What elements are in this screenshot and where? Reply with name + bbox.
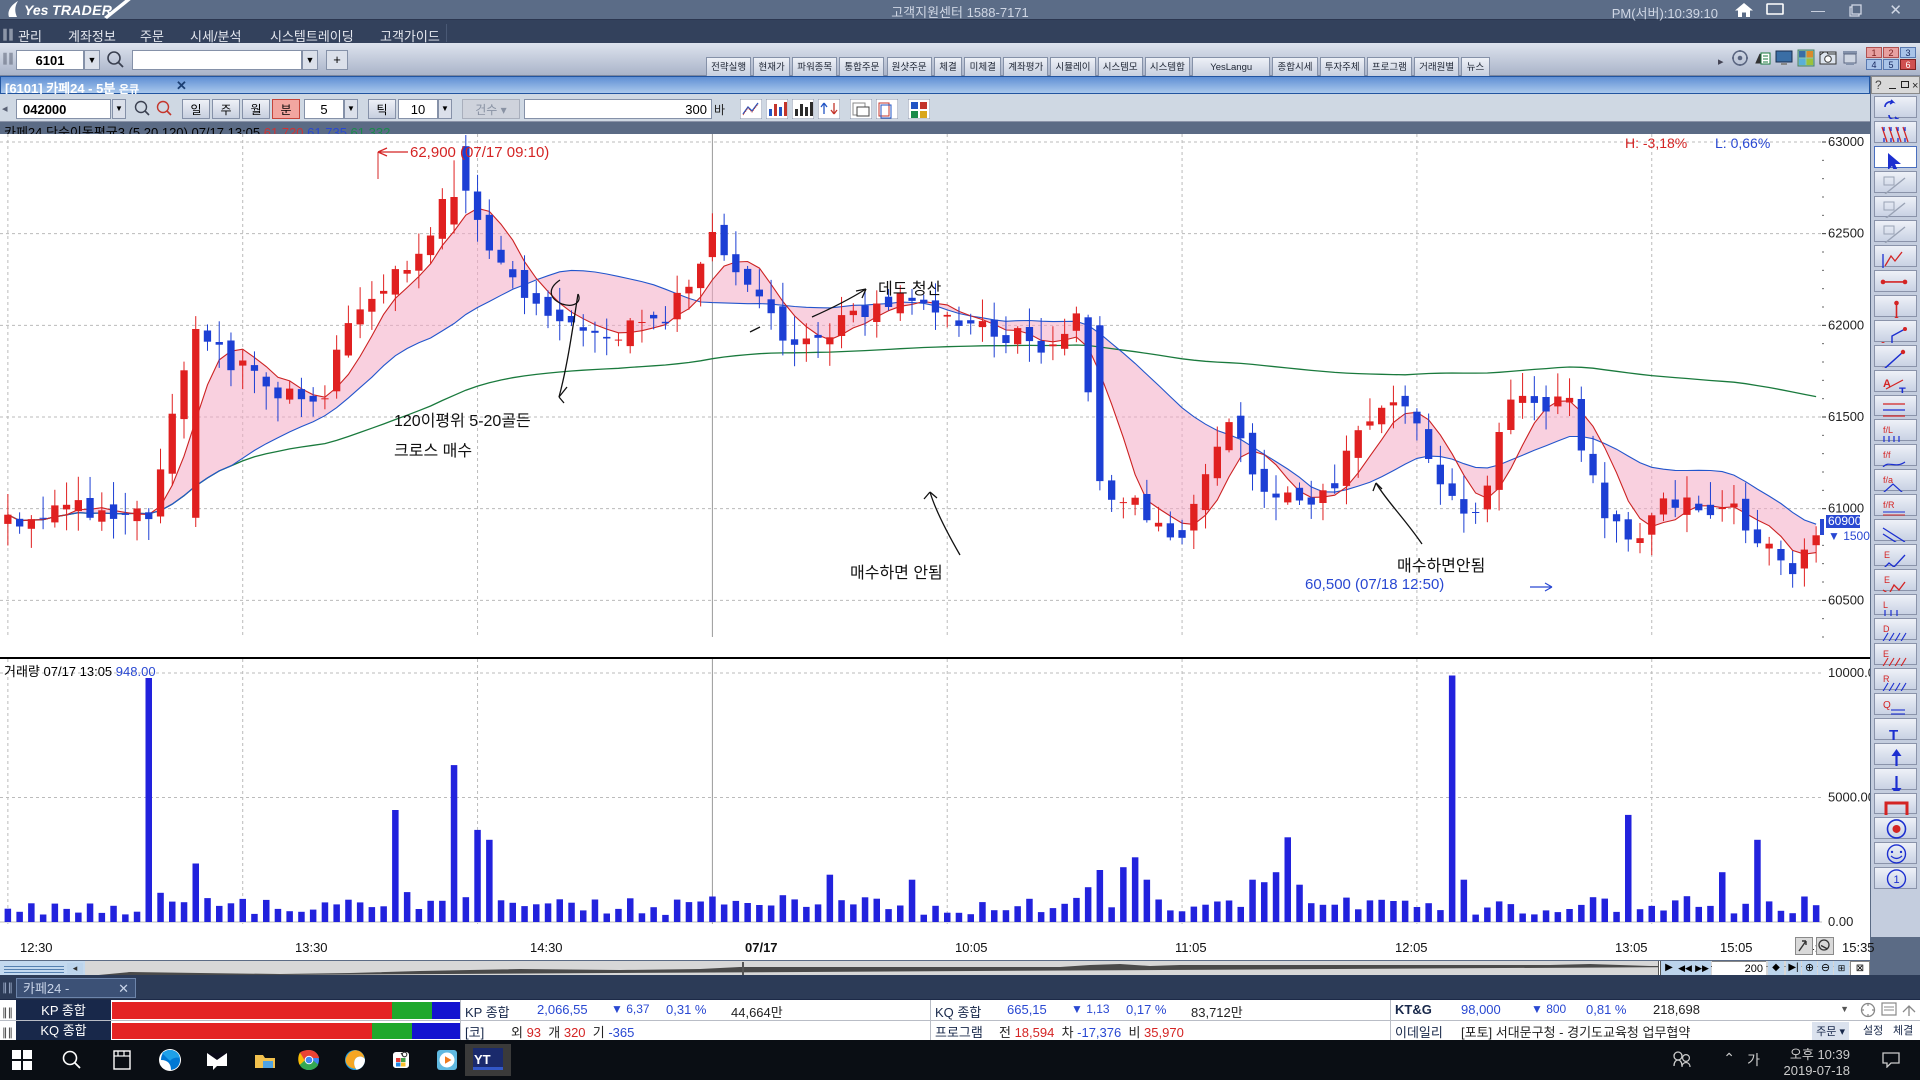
svg-text:f/f: f/f xyxy=(1883,450,1891,460)
svg-text:61500: 61500 xyxy=(1828,409,1864,424)
svg-text:63000: 63000 xyxy=(1828,134,1864,149)
svg-text:E: E xyxy=(1884,550,1890,560)
svg-text:f/a: f/a xyxy=(1883,475,1893,485)
svg-text:60900: 60900 xyxy=(1828,514,1862,528)
svg-text:D: D xyxy=(1883,624,1890,634)
svg-text:10000.00: 10000.00 xyxy=(1828,665,1870,680)
svg-text:E: E xyxy=(1884,575,1890,585)
svg-text:L: L xyxy=(1883,600,1888,610)
svg-text:f/L: f/L xyxy=(1883,425,1893,435)
svg-text:62500: 62500 xyxy=(1828,226,1864,241)
svg-text:L: 0,66%: L: 0,66% xyxy=(1715,135,1770,151)
svg-text:T: T xyxy=(1899,386,1906,393)
svg-text:H: -3,18%: H: -3,18% xyxy=(1625,135,1687,151)
svg-text:Q: Q xyxy=(1883,700,1891,711)
svg-text:▼ 1500: ▼ 1500 xyxy=(1828,529,1870,543)
svg-text:60500: 60500 xyxy=(1828,592,1864,607)
svg-text:0.00: 0.00 xyxy=(1828,914,1853,929)
svg-text:E: E xyxy=(1883,649,1889,659)
svg-text:T: T xyxy=(1889,727,1898,741)
svg-text:62000: 62000 xyxy=(1828,317,1864,332)
svg-text:R: R xyxy=(1883,674,1890,684)
svg-text:1: 1 xyxy=(1894,874,1900,886)
svg-text:YT: YT xyxy=(474,1052,491,1067)
svg-text:5000.00: 5000.00 xyxy=(1828,790,1870,805)
svg-text:f/R: f/R xyxy=(1883,500,1895,510)
